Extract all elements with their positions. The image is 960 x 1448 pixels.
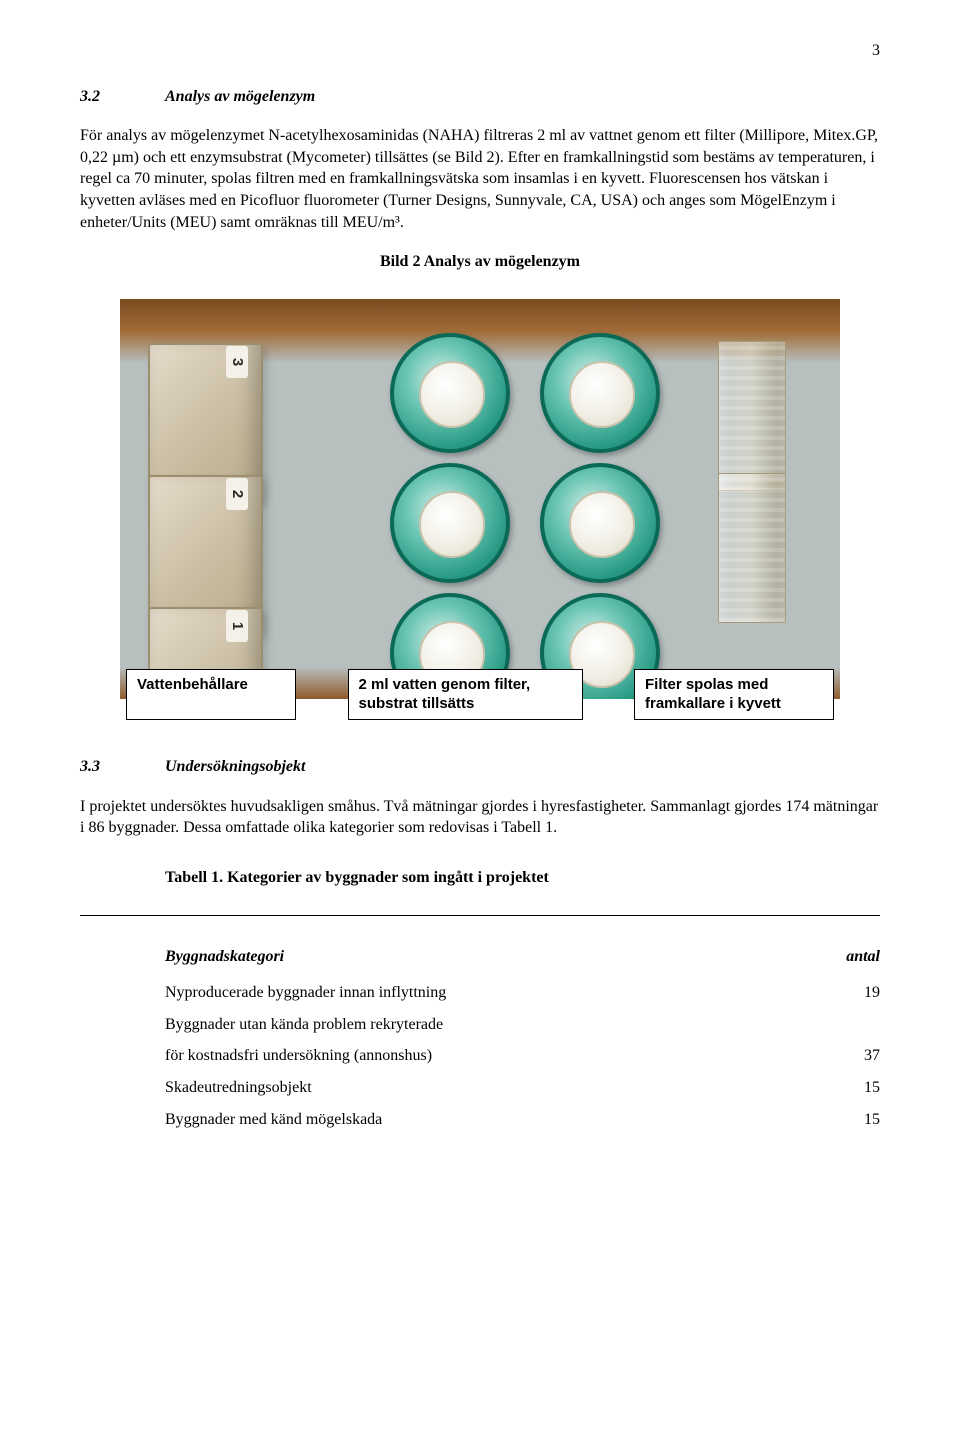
figure-labels-row: Vattenbehållare 2 ml vatten genom filter… [120,669,840,721]
section-3-3-number: 3.3 [80,756,165,778]
filter-disc-3b [540,333,660,453]
table-row: Nyproducerade byggnader innan inflyttnin… [165,977,880,1009]
figure-2: 3 2 1 Vattenbehållare 2 ml vatten genom … [120,299,840,721]
prism-2 [718,473,786,623]
label-vattenbehallare: Vattenbehållare [126,669,296,721]
section-3-3-paragraph: I projektet undersöktes huvudsakligen sm… [80,796,880,839]
section-3-2-number: 3.2 [80,86,165,108]
table-cell-count: 19 [803,977,880,1009]
filter-disc-2b [540,463,660,583]
filter-disc-2 [390,463,510,583]
table-cell-count: 37 [803,1040,880,1072]
table-1-title: Tabell 1. Kategorier av byggnader som in… [80,867,880,895]
cuvette-tag-3: 3 [226,346,248,378]
table-row: Skadeutredningsobjekt15 [165,1072,880,1104]
cuvette-tag-1: 1 [226,610,248,642]
cuvette-tag-2: 2 [226,478,248,510]
section-3-2-paragraph: För analys av mögelenzymet N-acetylhexos… [80,125,880,233]
table-row: Byggnader utan kända problem rekryterade [165,1009,880,1041]
prism-3 [718,341,786,491]
table-cell-count: 15 [803,1072,880,1104]
table-row: Byggnader med känd mögelskada15 [165,1104,880,1136]
table-cell-category: Byggnader utan kända problem rekryterade [165,1009,803,1041]
table-cell-category: Nyproducerade byggnader innan inflyttnin… [165,977,803,1009]
page-number: 3 [80,40,880,62]
table-col-category: Byggnadskategori [165,942,803,978]
table-1: Byggnadskategori antal Nyproducerade byg… [80,942,880,1136]
section-3-3-heading: 3.3Undersökningsobjekt [80,756,880,778]
label-framkallare-kyvett: Filter spolas med framkallare i kyvett [634,669,834,721]
section-3-3-title: Undersökningsobjekt [165,758,305,775]
table-cell-category: Skadeutredningsobjekt [165,1072,803,1104]
table-1-rule [80,915,880,916]
figure-caption: Bild 2 Analys av mögelenzym [80,251,880,273]
filter-disc-3 [390,333,510,453]
table-cell-count [803,1009,880,1041]
table-col-count: antal [803,942,880,978]
section-3-2-heading: 3.2Analys av mögelenzym [80,86,880,108]
table-cell-category: för kostnadsfri undersökning (annonshus) [165,1040,803,1072]
figure-photo: 3 2 1 [120,299,840,699]
label-filter-substrat: 2 ml vatten genom filter, substrat tills… [348,669,583,721]
table-cell-count: 15 [803,1104,880,1136]
table-cell-category: Byggnader med känd mögelskada [165,1104,803,1136]
section-3-2-title: Analys av mögelenzym [165,88,315,105]
table-row: för kostnadsfri undersökning (annonshus)… [165,1040,880,1072]
